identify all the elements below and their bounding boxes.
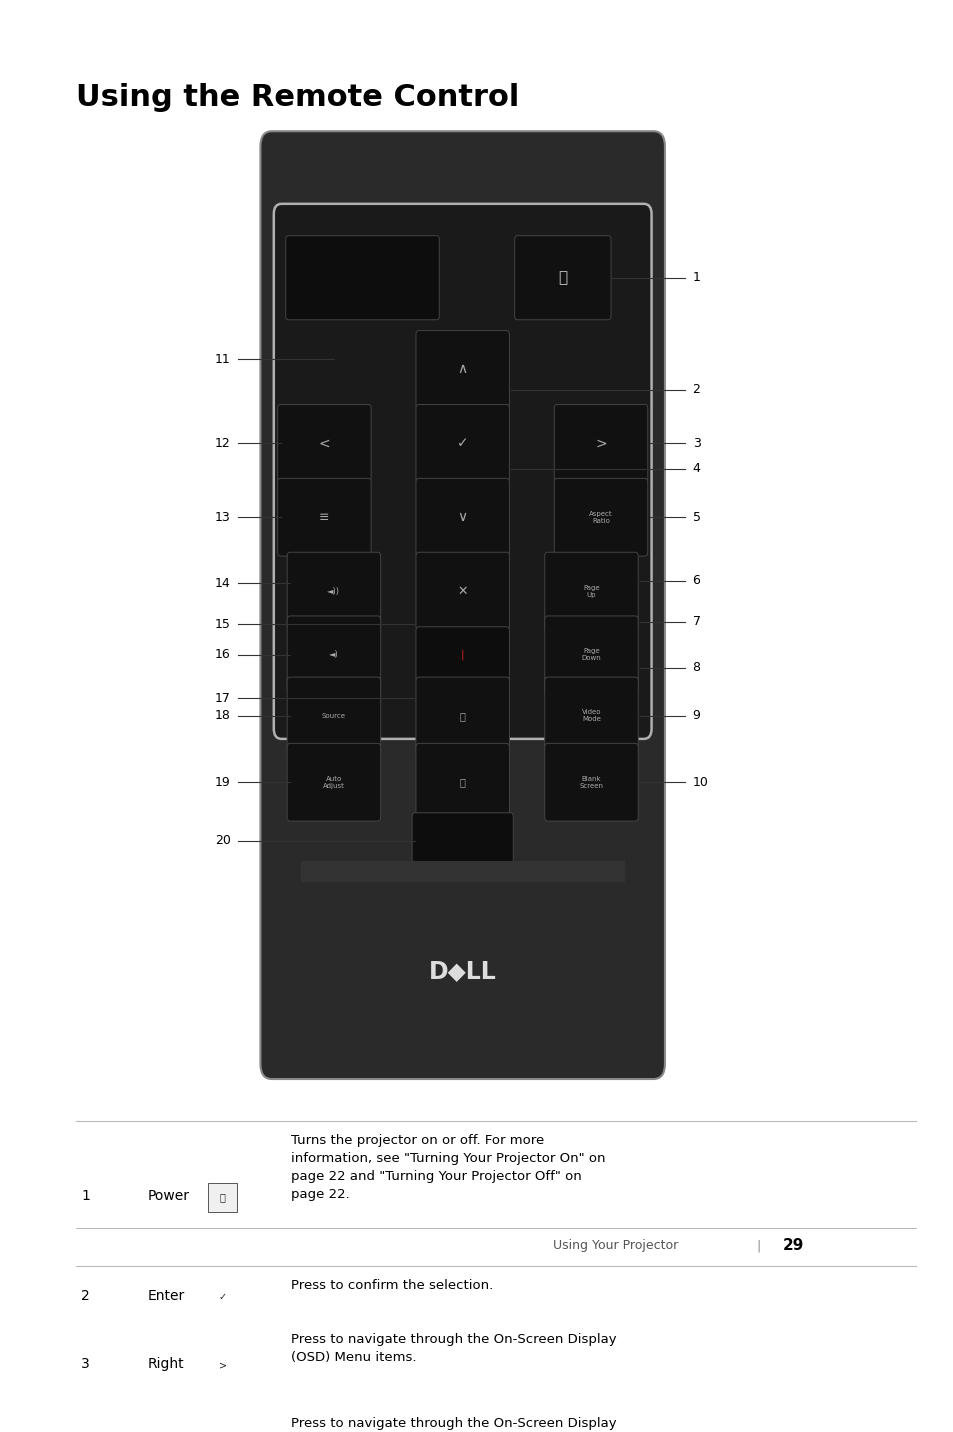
FancyBboxPatch shape [287, 743, 380, 821]
FancyBboxPatch shape [260, 132, 664, 1080]
Text: Auto
Adjust: Auto Adjust [323, 776, 344, 789]
Text: <: < [318, 437, 330, 450]
Text: Right: Right [148, 1358, 184, 1372]
Text: Video
Mode: Video Mode [581, 709, 600, 723]
FancyBboxPatch shape [514, 236, 610, 319]
Text: Using Your Projector: Using Your Projector [553, 1240, 678, 1253]
Bar [300, 861, 624, 882]
Text: Press to navigate through the On-Screen Display
(OSD) Menu items.: Press to navigate through the On-Screen … [291, 1333, 616, 1363]
FancyBboxPatch shape [287, 616, 380, 693]
Text: ⏻: ⏻ [558, 271, 567, 285]
Text: 16: 16 [214, 649, 231, 662]
FancyBboxPatch shape [412, 813, 513, 869]
Text: 🔒: 🔒 [459, 778, 465, 788]
FancyBboxPatch shape [287, 677, 380, 755]
Text: ✕: ✕ [456, 584, 468, 597]
Text: 12: 12 [214, 437, 231, 450]
FancyBboxPatch shape [416, 677, 509, 755]
Text: 19: 19 [214, 776, 231, 789]
Text: ◄): ◄) [329, 650, 338, 659]
FancyBboxPatch shape [416, 478, 509, 556]
FancyBboxPatch shape [416, 627, 509, 683]
FancyBboxPatch shape [416, 553, 509, 630]
FancyBboxPatch shape [416, 331, 509, 408]
Text: 15: 15 [214, 617, 231, 630]
FancyBboxPatch shape [209, 1283, 236, 1310]
Text: |: | [460, 650, 464, 660]
Text: ∧: ∧ [457, 362, 467, 377]
Text: Turns the projector on or off. For more
information, see "Turning Your Projector: Turns the projector on or off. For more … [291, 1134, 605, 1201]
Text: 4: 4 [692, 463, 700, 475]
Text: 20: 20 [214, 835, 231, 848]
Text: Enter: Enter [148, 1289, 185, 1303]
Text: Blank
Screen: Blank Screen [578, 776, 603, 789]
Text: 14: 14 [214, 577, 231, 590]
FancyBboxPatch shape [544, 616, 638, 693]
FancyBboxPatch shape [554, 404, 647, 483]
Text: 📷: 📷 [459, 710, 465, 720]
Text: Press to confirm the selection.: Press to confirm the selection. [291, 1279, 493, 1292]
FancyBboxPatch shape [209, 1352, 236, 1379]
FancyBboxPatch shape [544, 553, 638, 630]
FancyBboxPatch shape [287, 553, 380, 630]
Text: Aspect
Ratio: Aspect Ratio [589, 511, 612, 524]
Text: 17: 17 [214, 692, 231, 705]
Text: 13: 13 [214, 511, 231, 524]
Text: 9: 9 [692, 709, 700, 723]
FancyBboxPatch shape [209, 1183, 236, 1211]
Text: ∨: ∨ [457, 510, 467, 524]
Text: 1: 1 [81, 1189, 90, 1203]
Text: Source: Source [321, 713, 346, 719]
Text: ◄)): ◄)) [327, 587, 340, 596]
FancyBboxPatch shape [544, 743, 638, 821]
FancyBboxPatch shape [554, 478, 647, 556]
Text: ✓: ✓ [456, 437, 468, 450]
Text: 2: 2 [81, 1289, 90, 1303]
Text: 5: 5 [692, 511, 700, 524]
Text: >: > [218, 1360, 227, 1370]
Text: Page
Up: Page Up [582, 584, 599, 597]
FancyBboxPatch shape [286, 236, 438, 319]
Text: 6: 6 [692, 574, 700, 587]
Text: Page
Down: Page Down [581, 649, 600, 662]
Text: Using the Remote Control: Using the Remote Control [76, 83, 519, 112]
Text: 7: 7 [692, 616, 700, 629]
FancyBboxPatch shape [416, 743, 509, 821]
Text: Press to navigate through the On-Screen Display
(OSD) Menu items.: Press to navigate through the On-Screen … [291, 1416, 616, 1432]
Text: |: | [756, 1240, 760, 1253]
Text: 11: 11 [214, 352, 231, 365]
Text: ⏻: ⏻ [219, 1193, 226, 1203]
Text: Power: Power [148, 1189, 190, 1203]
Text: 29: 29 [781, 1239, 802, 1253]
FancyBboxPatch shape [277, 478, 371, 556]
Text: 3: 3 [692, 437, 700, 450]
Text: 8: 8 [692, 662, 700, 674]
FancyBboxPatch shape [277, 404, 371, 483]
FancyBboxPatch shape [544, 677, 638, 755]
Text: 3: 3 [81, 1358, 90, 1372]
Text: 2: 2 [692, 384, 700, 397]
Text: 18: 18 [214, 709, 231, 723]
Text: >: > [595, 437, 606, 450]
Text: 1: 1 [692, 271, 700, 284]
Text: ≡: ≡ [318, 511, 330, 524]
FancyBboxPatch shape [416, 404, 509, 483]
Text: ✓: ✓ [218, 1292, 227, 1302]
Text: 10: 10 [692, 776, 708, 789]
FancyBboxPatch shape [274, 203, 651, 739]
Text: D◆LL: D◆LL [428, 959, 497, 982]
